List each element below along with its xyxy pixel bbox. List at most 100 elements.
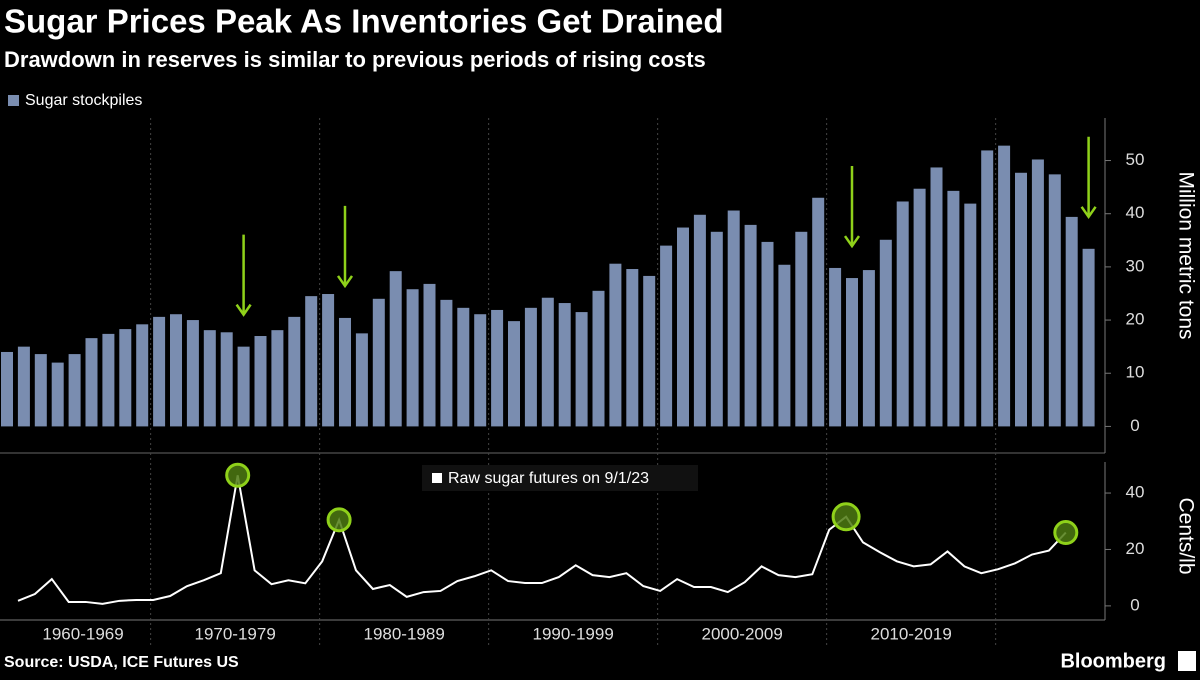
bar bbox=[913, 188, 926, 427]
bar bbox=[660, 245, 673, 427]
y-tick-label: 20 bbox=[1126, 310, 1145, 329]
bar bbox=[440, 299, 453, 427]
bar bbox=[508, 321, 520, 427]
arrow-head bbox=[843, 235, 861, 249]
bar bbox=[896, 201, 909, 427]
x-tick-label: 1960-1969 bbox=[42, 624, 123, 643]
bar bbox=[119, 329, 132, 427]
bar bbox=[829, 267, 842, 427]
bar bbox=[727, 210, 740, 427]
y-axis-title: Cents/lb bbox=[1174, 497, 1197, 574]
logo: Bloomberg bbox=[1060, 650, 1166, 672]
bar bbox=[541, 297, 554, 427]
bar bbox=[457, 307, 470, 427]
bar bbox=[17, 346, 30, 427]
bar bbox=[254, 336, 267, 427]
bar bbox=[339, 317, 351, 427]
bar bbox=[677, 227, 689, 427]
y-tick-label: 0 bbox=[1130, 416, 1139, 435]
y-tick-label: 20 bbox=[1126, 539, 1145, 558]
y-tick-label: 0 bbox=[1130, 595, 1139, 614]
bar bbox=[288, 316, 301, 427]
bar bbox=[203, 330, 216, 427]
x-tick-label: 1980-1989 bbox=[363, 624, 444, 643]
bar bbox=[491, 309, 504, 427]
line bbox=[17, 475, 1067, 605]
bar bbox=[355, 333, 368, 427]
logo-icon bbox=[1178, 651, 1196, 671]
bar bbox=[1065, 216, 1078, 427]
bar bbox=[778, 264, 791, 427]
x-tick-label: 2010-2019 bbox=[870, 624, 951, 643]
bar bbox=[846, 278, 858, 427]
bar bbox=[322, 294, 335, 427]
bar bbox=[795, 231, 808, 427]
bar bbox=[1082, 248, 1095, 427]
bar bbox=[862, 270, 875, 427]
bar bbox=[389, 271, 402, 427]
bar bbox=[693, 214, 706, 427]
bar bbox=[964, 203, 977, 427]
source: Source: USDA, ICE Futures US bbox=[4, 654, 239, 671]
highlight bbox=[831, 502, 861, 532]
bar bbox=[102, 333, 115, 427]
x-tick-label: 1970-1979 bbox=[194, 624, 275, 643]
bar bbox=[1, 351, 13, 427]
legend-swatch bbox=[432, 473, 442, 483]
chart-subtitle: Drawdown in reserves is similar to previ… bbox=[4, 47, 706, 72]
bar bbox=[626, 269, 639, 427]
bar bbox=[947, 190, 960, 427]
legend-label: Raw sugar futures on 9/1/23 bbox=[448, 470, 649, 487]
legend-label: Sugar stockpiles bbox=[25, 92, 142, 109]
x-tick-label: 2000-2009 bbox=[701, 624, 782, 643]
bar bbox=[930, 167, 943, 427]
legend-swatch bbox=[8, 95, 19, 106]
bar bbox=[1031, 159, 1044, 427]
bar bbox=[812, 197, 825, 427]
arrow-head bbox=[336, 275, 354, 289]
bar bbox=[879, 239, 892, 427]
bar bbox=[524, 307, 537, 427]
arrow-head bbox=[1080, 206, 1097, 219]
bar bbox=[981, 150, 994, 427]
bar bbox=[609, 263, 622, 427]
highlight bbox=[326, 507, 352, 533]
highlight bbox=[1053, 520, 1079, 546]
bar bbox=[592, 290, 605, 427]
highlight bbox=[225, 462, 251, 488]
bar bbox=[643, 275, 656, 427]
bar bbox=[744, 224, 757, 427]
y-tick-label: 10 bbox=[1126, 363, 1145, 382]
bar bbox=[136, 324, 149, 427]
bar bbox=[220, 332, 233, 427]
bar bbox=[406, 289, 419, 427]
y-tick-label: 30 bbox=[1126, 256, 1145, 275]
bar bbox=[68, 354, 81, 427]
bar bbox=[1048, 174, 1061, 427]
bar bbox=[474, 314, 487, 427]
bar bbox=[237, 346, 250, 427]
bar bbox=[575, 312, 588, 427]
bar bbox=[34, 354, 47, 427]
bar bbox=[1015, 172, 1027, 427]
bar bbox=[85, 338, 98, 427]
y-tick-label: 40 bbox=[1126, 483, 1145, 502]
arrow-head bbox=[235, 303, 252, 317]
bar bbox=[423, 283, 436, 427]
chart-title: Sugar Prices Peak As Inventories Get Dra… bbox=[4, 3, 724, 40]
bar bbox=[186, 320, 199, 427]
bar bbox=[305, 296, 318, 427]
y-tick-label: 50 bbox=[1126, 150, 1145, 169]
bar bbox=[271, 330, 284, 427]
bar bbox=[998, 145, 1011, 427]
bar bbox=[710, 231, 723, 427]
bar bbox=[170, 314, 182, 427]
x-tick-label: 1990-1999 bbox=[532, 624, 613, 643]
y-axis-title: Million metric tons bbox=[1174, 171, 1197, 339]
bar bbox=[761, 241, 774, 427]
legend-box bbox=[422, 465, 698, 491]
bar bbox=[153, 316, 166, 427]
bar bbox=[51, 362, 64, 427]
bar bbox=[558, 303, 571, 427]
